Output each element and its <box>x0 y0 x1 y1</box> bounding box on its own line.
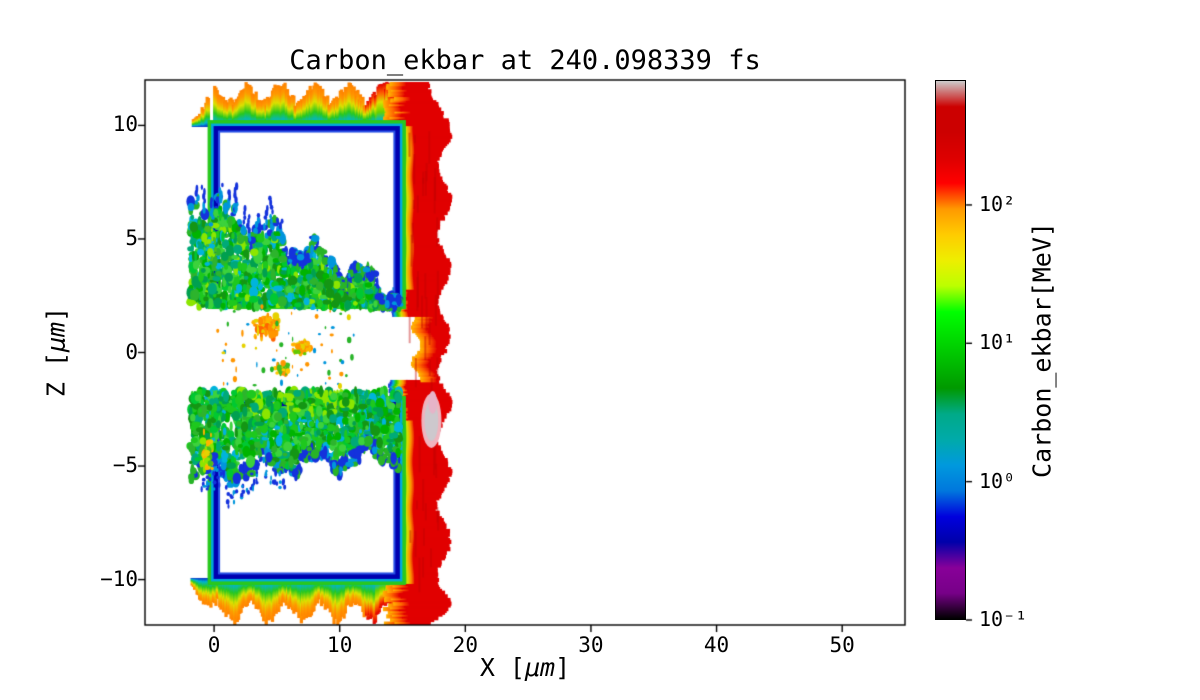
y-tick-label: 10 <box>112 112 138 137</box>
colorbar-tick-label: 10² <box>979 191 1016 216</box>
x-tick-label: 0 <box>207 633 221 657</box>
x-tick-label: 20 <box>452 633 478 657</box>
colorbar <box>935 80 966 620</box>
colorbar-tick-labels: 10⁻¹ 10⁰ 10¹ 10² <box>979 0 1069 700</box>
colorbar-tick-label: 10¹ <box>979 330 1016 355</box>
x-tick-label: 50 <box>829 633 855 657</box>
y-axis-tick-labels: −10 −5 0 5 10 <box>58 0 138 700</box>
colorbar-label: Carbon_ekbar[MeV] <box>1027 222 1057 478</box>
x-tick-label: 10 <box>327 633 353 657</box>
x-axis-label-pre: X [ <box>479 653 525 682</box>
colorbar-tick-label: 10⁰ <box>979 468 1016 493</box>
y-axis-label-post: ] <box>41 306 71 322</box>
y-tick-label: −10 <box>100 566 138 591</box>
x-axis-label: X [μm] <box>145 653 905 682</box>
x-axis-unit: μm <box>524 653 556 682</box>
plot-title: Carbon_ekbar at 240.098339 fs <box>289 45 761 76</box>
y-axis-label: Z [μm] <box>42 307 71 397</box>
y-tick-label: 0 <box>125 339 138 364</box>
y-axis-label-pre: Z [ <box>41 352 71 398</box>
colorbar-tick-label: 10⁻¹ <box>979 607 1028 631</box>
y-axis-unit: μm <box>41 321 71 353</box>
y-tick-label: 5 <box>125 225 138 250</box>
x-tick-label: 30 <box>578 633 604 657</box>
y-tick-label: −5 <box>112 453 138 478</box>
x-axis-label-post: ] <box>555 653 571 682</box>
x-tick-label: 40 <box>703 633 730 657</box>
x-axis-tick-labels: 0 10 20 30 40 50 <box>0 633 1200 663</box>
